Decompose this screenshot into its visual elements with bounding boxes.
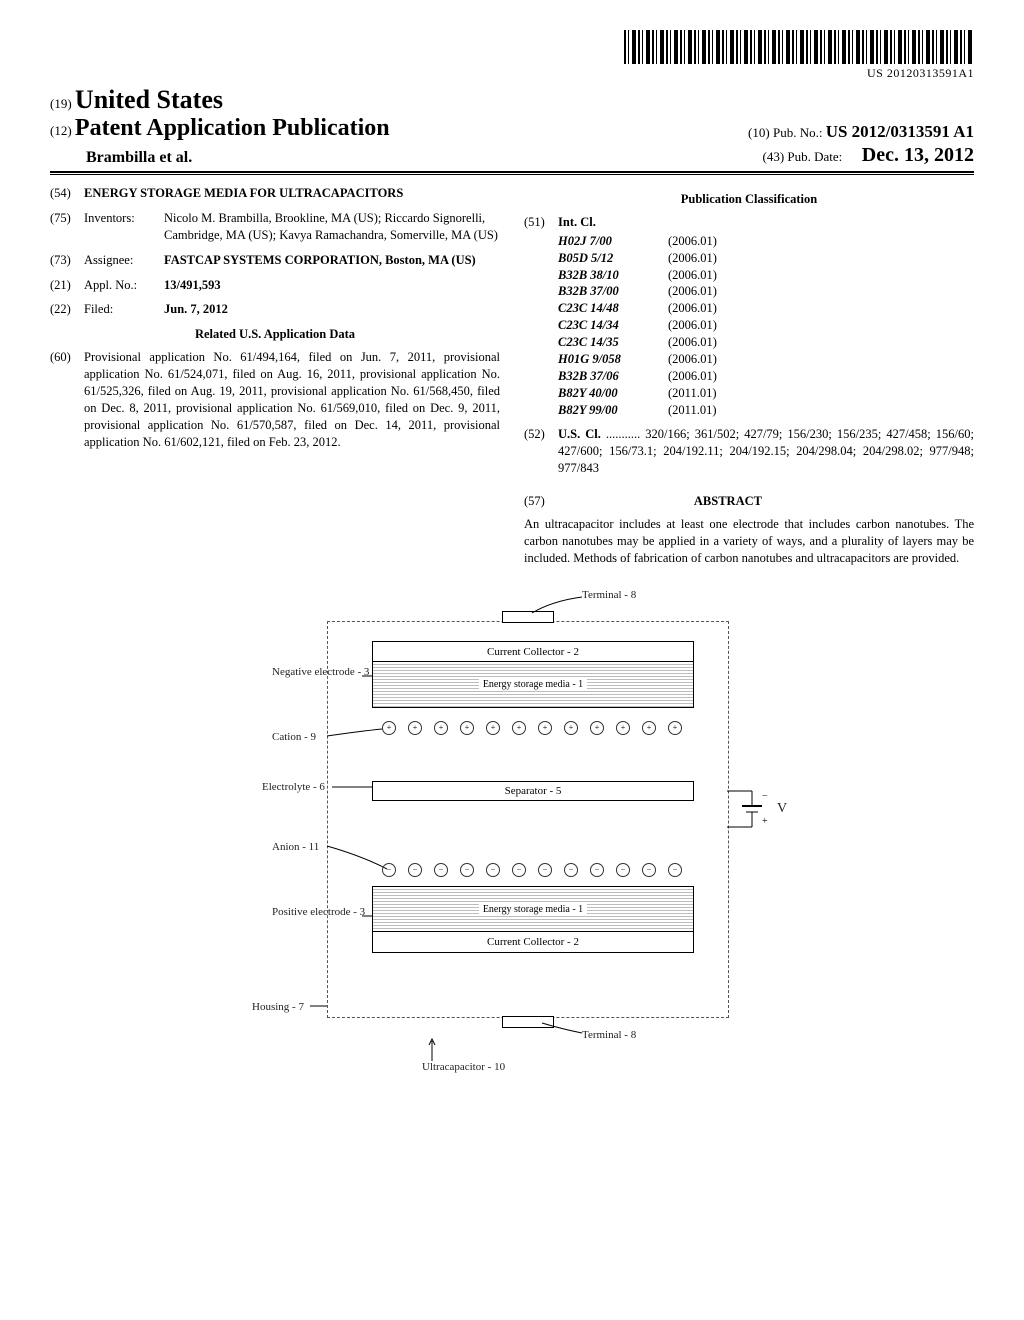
intcl-row: B82Y 40/00(2011.01)	[558, 385, 974, 402]
inid-43: (43)	[762, 149, 784, 164]
anion-icon: −	[538, 863, 552, 877]
voltage-symbol: − +	[232, 581, 792, 1081]
filed-date: Jun. 7, 2012	[164, 301, 500, 318]
cation-icon: +	[382, 721, 396, 735]
abstract-heading: ABSTRACT	[548, 493, 908, 510]
anion-icon: −	[486, 863, 500, 877]
intcl-row: B82Y 99/00(2011.01)	[558, 402, 974, 419]
rule-thin	[50, 174, 974, 175]
intcl-row: B32B 37/00(2006.01)	[558, 283, 974, 300]
pubno-label: Pub. No.:	[773, 125, 822, 140]
cation-icon: +	[616, 721, 630, 735]
anion-icon: −	[382, 863, 396, 877]
cation-icon: +	[590, 721, 604, 735]
figure-region: Terminal - 8 Current Collector - 2 Energ…	[50, 581, 974, 1081]
intcl-row: B32B 38/10(2006.01)	[558, 267, 974, 284]
country: United States	[75, 85, 223, 114]
anion-icon: −	[408, 863, 422, 877]
pub-classification-title: Publication Classification	[524, 191, 974, 208]
svg-text:−: −	[762, 791, 768, 802]
inid-12: (12)	[50, 123, 72, 138]
anion-icon: −	[590, 863, 604, 877]
ultracapacitor-diagram: Terminal - 8 Current Collector - 2 Energ…	[232, 581, 792, 1081]
inid-75: (75)	[50, 210, 84, 244]
anion-icon: −	[642, 863, 656, 877]
right-column: Publication Classification (51) Int. Cl.…	[524, 185, 974, 567]
intcl-list: H02J 7/00(2006.01)B05D 5/12(2006.01)B32B…	[524, 233, 974, 419]
left-column: (54) ENERGY STORAGE MEDIA FOR ULTRACAPAC…	[50, 185, 500, 567]
cation-icon: +	[668, 721, 682, 735]
anion-icon: −	[460, 863, 474, 877]
cation-icon: +	[538, 721, 552, 735]
inventors-label: Inventors:	[84, 210, 164, 244]
inventors: Nicolo M. Brambilla, Brookline, MA (US);…	[164, 210, 500, 244]
cation-icon: +	[512, 721, 526, 735]
intcl-row: C23C 14/35(2006.01)	[558, 334, 974, 351]
inid-19: (19)	[50, 96, 72, 111]
pubdate-label: Pub. Date:	[787, 149, 842, 164]
publication-number: US 2012/0313591 A1	[826, 122, 974, 141]
inid-52: (52)	[524, 426, 558, 477]
anion-icon: −	[668, 863, 682, 877]
intcl-row: B05D 5/12(2006.01)	[558, 250, 974, 267]
barcode-region: US 20120313591A1	[50, 30, 974, 81]
invention-title: ENERGY STORAGE MEDIA FOR ULTRACAPACITORS	[84, 185, 500, 202]
authors-line: Brambilla et al.	[50, 149, 192, 167]
inid-10: (10)	[748, 125, 770, 140]
related-applications: Provisional application No. 61/494,164, …	[84, 349, 500, 450]
anion-icon: −	[616, 863, 630, 877]
applno-label: Appl. No.:	[84, 277, 164, 294]
intcl-row: B32B 37/06(2006.01)	[558, 368, 974, 385]
cation-icon: +	[642, 721, 656, 735]
cation-icon: +	[408, 721, 422, 735]
barcode	[624, 30, 974, 64]
intcl-label: Int. Cl.	[558, 215, 596, 229]
us-cl: U.S. Cl. ........... 320/166; 361/502; 4…	[558, 426, 974, 477]
inid-21: (21)	[50, 277, 84, 294]
barcode-text: US 20120313591A1	[867, 66, 974, 81]
voltage-label: V	[777, 801, 787, 817]
assignee: FASTCAP SYSTEMS CORPORATION, Boston, MA …	[164, 252, 500, 269]
filed-label: Filed:	[84, 301, 164, 318]
inid-51: (51)	[524, 214, 558, 231]
inid-22: (22)	[50, 301, 84, 318]
svg-text:+: +	[762, 816, 768, 827]
assignee-label: Assignee:	[84, 252, 164, 269]
rule-thick	[50, 171, 974, 173]
biblio-columns: (54) ENERGY STORAGE MEDIA FOR ULTRACAPAC…	[50, 185, 974, 567]
document-header: (19) United States (12) Patent Applicati…	[50, 85, 974, 167]
publication-date: Dec. 13, 2012	[862, 144, 974, 166]
inid-57: (57)	[524, 494, 545, 508]
abstract-text: An ultracapacitor includes at least one …	[524, 516, 974, 567]
cation-icon: +	[434, 721, 448, 735]
cation-icon: +	[486, 721, 500, 735]
cation-icon: +	[564, 721, 578, 735]
intcl-row: H02J 7/00(2006.01)	[558, 233, 974, 250]
inid-54: (54)	[50, 185, 84, 202]
intcl-row: C23C 14/34(2006.01)	[558, 317, 974, 334]
anion-icon: −	[564, 863, 578, 877]
inid-60: (60)	[50, 349, 84, 450]
inid-73: (73)	[50, 252, 84, 269]
intcl-row: C23C 14/48(2006.01)	[558, 300, 974, 317]
anion-icon: −	[434, 863, 448, 877]
anion-icon: −	[512, 863, 526, 877]
cation-icon: +	[460, 721, 474, 735]
intcl-row: H01G 9/058(2006.01)	[558, 351, 974, 368]
related-data-title: Related U.S. Application Data	[50, 326, 500, 343]
application-number: 13/491,593	[164, 277, 500, 294]
publication-type: Patent Application Publication	[75, 115, 390, 141]
